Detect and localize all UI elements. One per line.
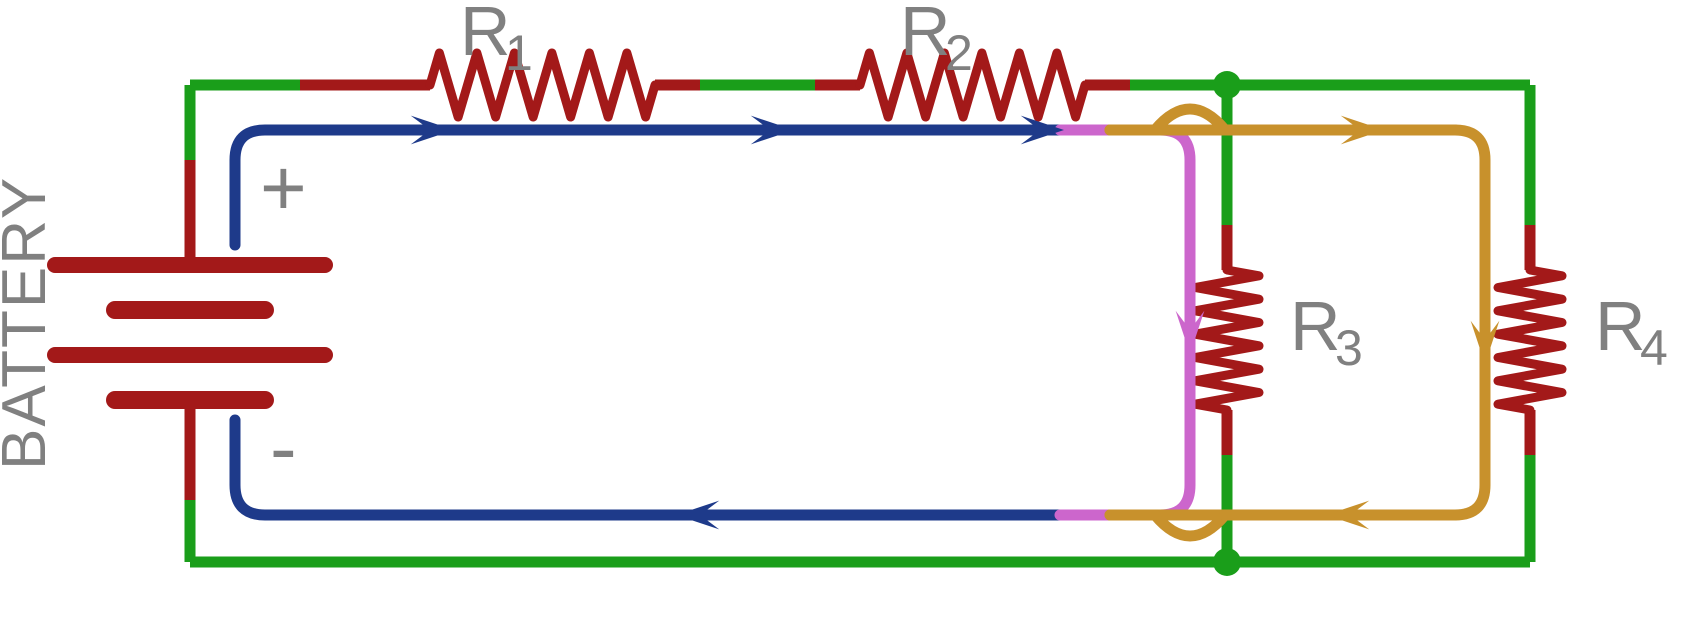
node-top — [1213, 71, 1241, 99]
label-r1-sub: 1 — [505, 25, 533, 81]
label-battery: BATTERY — [0, 176, 59, 470]
node-bottom — [1213, 548, 1241, 576]
flow-magenta-r3 — [1060, 130, 1190, 515]
label-r3: R — [1290, 287, 1341, 365]
resistor-r3 — [1195, 270, 1259, 410]
label-minus: - — [270, 403, 297, 492]
resistor-r4 — [1498, 270, 1562, 410]
label-r3-sub: 3 — [1335, 320, 1363, 376]
flow-blue-top — [235, 130, 1060, 245]
label-r4-sub: 4 — [1640, 320, 1668, 376]
label-r2-sub: 2 — [945, 25, 973, 81]
label-r4: R — [1595, 287, 1646, 365]
label-r1: R — [460, 0, 511, 70]
flow-blue-bottom — [235, 420, 1060, 515]
label-r2: R — [900, 0, 951, 70]
label-plus: + — [260, 143, 307, 232]
